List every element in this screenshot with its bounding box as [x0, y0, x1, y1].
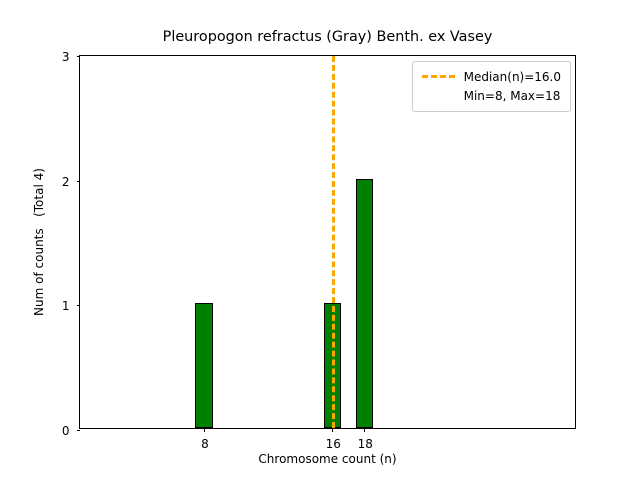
legend-label-minmax: Min=8, Max=18	[463, 88, 561, 103]
y-axis-label: Num of counts (Total 4)	[32, 168, 46, 316]
legend-label-median: Median(n)=16.0	[463, 69, 561, 84]
ytick-label-2: 2	[61, 174, 70, 189]
legend-entry-minmax: Min=8, Max=18	[422, 86, 561, 105]
xtick-mark-18: 18	[358, 428, 373, 450]
ytick-mark-0: 0	[62, 425, 80, 437]
legend: Median(n)=16.0 Min=8, Max=18	[411, 61, 571, 112]
x-axis-label: Chromosome count (n)	[258, 452, 397, 466]
xtick-mark-16: 16	[326, 428, 341, 450]
xtick-mark-8: 8	[201, 428, 209, 450]
ytick-label-0: 0	[61, 424, 70, 438]
ytick-mark-1: 1	[62, 300, 80, 312]
ytick-mark-2: 2	[62, 176, 80, 188]
xtick-label-18: 18	[357, 436, 373, 451]
bar-8	[195, 303, 213, 428]
legend-entry-median: Median(n)=16.0	[421, 67, 561, 86]
ytick-label-1: 1	[61, 299, 70, 314]
xtick-label-16: 16	[325, 436, 341, 451]
dashed-line-icon	[421, 75, 455, 78]
ytick-mark-3: 3	[62, 51, 80, 63]
plot-area: 0 1 2 3 8 16 18 Median(n)=	[62, 51, 576, 450]
median-line	[332, 56, 336, 428]
xtick-label-8: 8	[201, 436, 209, 451]
chart-title: Pleuropogon refractus (Gray) Benth. ex V…	[162, 29, 493, 45]
bar-18	[355, 178, 374, 428]
ytick-label-3: 3	[61, 50, 70, 64]
